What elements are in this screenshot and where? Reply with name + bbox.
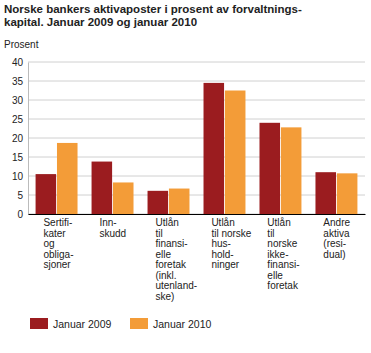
bar [148,191,169,214]
title: Norske bankers aktivaposter i prosent av… [4,3,302,28]
bar [36,174,57,214]
y-tick: 30 [12,95,28,106]
y-axis-line [28,63,29,215]
x-tick-label: Utlåntil norskehus-hold-ninger [211,217,251,270]
bar [204,83,225,214]
series [57,91,357,215]
y-tick: 35 [12,76,28,87]
series [36,83,336,214]
y-tick-label: 40 [12,57,24,68]
y-tick-label: 0 [17,209,23,220]
y-tick-label: 25 [12,114,24,125]
y-tick: 5 [17,190,28,201]
y-tick: 15 [12,152,28,163]
bar [92,162,113,214]
x-tick-label: Utlåntilnorskeikke-finansi-elleforetak [267,217,299,291]
y-tick-label: 5 [17,190,23,201]
y-tick-label: 35 [12,76,24,87]
grid-line [28,195,365,196]
y-tick-label: 30 [12,95,24,106]
bar [225,91,246,215]
bar [57,143,78,214]
grid-line [28,100,365,101]
bar [315,172,336,214]
bar [169,189,190,214]
bar [259,123,280,214]
y-tick: 40 [12,57,28,68]
bars [36,83,358,214]
grid-line [28,62,365,63]
x-labels: Sertifi-katerogobliga-sjoner Inn-skudd Utl… [43,217,350,302]
y-tick-label: 15 [12,152,24,163]
x-axis [29,214,366,215]
y-tick-label: 10 [12,171,24,182]
y-axis: 0 5 10 15 20 25 30 35 40 [12,57,29,220]
x-axis-line [29,214,366,215]
grid-line [28,119,365,120]
grid-line [28,157,365,158]
x-tick-label: Andreaktiva(resi-dual) [323,217,350,260]
y-label: Prosent [4,39,39,50]
x-tick-label: Sertifi-katerogobliga-sjoner [43,217,73,270]
grid-line [28,176,365,177]
legend-label: Januar 2010 [153,318,212,330]
legend-label: Januar 2009 [53,318,112,330]
chart: Norske bankers aktivaposter i prosent av… [0,0,371,353]
x-tick-label: Utlåntilfinansi-elleforetak(inkl.utenlan… [155,217,197,302]
legend: Januar 2009 Januar 2010 [30,318,212,330]
grid-line [28,138,365,139]
bar [337,173,358,214]
y-tick: 0 [17,209,28,220]
y-tick: 20 [12,133,28,144]
legend-swatch [30,318,48,329]
grid-line [28,81,365,82]
grid [28,62,365,214]
y-tick: 10 [12,171,28,182]
x-tick-label: Inn-skudd [99,217,126,239]
bar [281,127,302,214]
bar [113,182,134,214]
y-tick-label: 20 [12,133,24,144]
y-tick: 25 [12,114,28,125]
legend-swatch [130,318,148,329]
grid-line [28,214,365,215]
